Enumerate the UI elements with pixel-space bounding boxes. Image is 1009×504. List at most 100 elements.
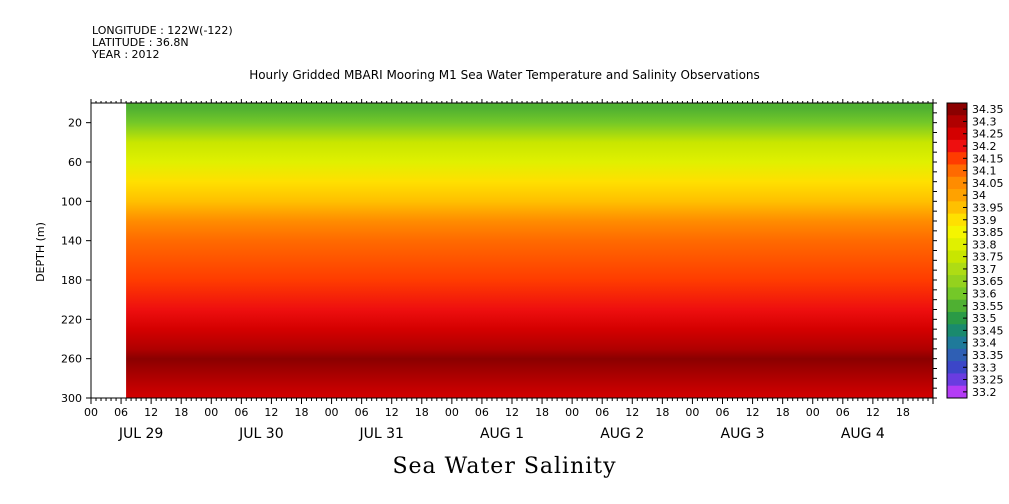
x-tick-label: 12 — [505, 406, 519, 419]
colorbar-swatch — [947, 275, 967, 288]
colorbar-swatch — [947, 201, 967, 215]
colorbar-swatch — [947, 213, 967, 227]
x-tick-label: 12 — [385, 406, 399, 419]
colorbar-swatch — [947, 361, 967, 374]
x-tick-label: 06 — [234, 406, 248, 419]
y-tick-label: 260 — [61, 353, 82, 366]
colorbar-label: 33.6 — [972, 288, 997, 301]
colorbar-swatch — [947, 336, 967, 350]
colorbar-label: 33.75 — [972, 251, 1004, 264]
x-tick-label: 18 — [295, 406, 309, 419]
colorbar-swatch — [947, 176, 967, 190]
colorbar-swatch — [947, 311, 967, 325]
x-tick-label: 18 — [174, 406, 188, 419]
x-day-label: AUG 2 — [600, 426, 644, 442]
x-tick-label: 00 — [806, 406, 820, 419]
x-tick-label: 06 — [716, 406, 730, 419]
x-tick-label: 18 — [776, 406, 790, 419]
colorbar-label: 33.4 — [972, 337, 997, 350]
x-day-label: JUL 31 — [358, 426, 403, 442]
x-tick-label: 06 — [475, 406, 489, 419]
x-tick-label: 12 — [866, 406, 880, 419]
x-tick-label: 00 — [565, 406, 579, 419]
colorbar-label: 33.65 — [972, 275, 1004, 288]
colorbar-swatch — [947, 299, 967, 313]
colorbar-label: 34.35 — [972, 103, 1004, 116]
colorbar-swatch — [947, 250, 967, 264]
colorbar-swatch — [947, 262, 967, 276]
x-tick-label: 00 — [325, 406, 339, 419]
colorbar-label: 33.9 — [972, 214, 997, 227]
colorbar-swatch — [947, 287, 967, 301]
y-axis-label: DEPTH (m) — [34, 222, 47, 282]
colorbar-swatch — [947, 127, 967, 141]
colorbar-label: 33.2 — [972, 386, 997, 399]
colorbar-label: 33.3 — [972, 361, 997, 374]
colorbar-label: 33.85 — [972, 226, 1004, 239]
colorbar-swatch — [947, 348, 967, 362]
x-tick-label: 12 — [746, 406, 760, 419]
colorbar-label: 34.15 — [972, 152, 1004, 165]
colorbar-label: 34.3 — [972, 115, 997, 128]
colorbar-swatch — [947, 164, 967, 178]
x-day-label: JUL 30 — [238, 426, 283, 442]
x-tick-label: 12 — [144, 406, 158, 419]
colorbar-label: 33.8 — [972, 238, 997, 251]
colorbar-label: 33.35 — [972, 349, 1004, 362]
variable-caption: Sea Water Salinity — [392, 454, 617, 479]
colorbar-label: 34.25 — [972, 128, 1004, 141]
y-tick-label: 300 — [61, 392, 82, 405]
x-tick-label: 06 — [114, 406, 128, 419]
salinity-field — [126, 103, 933, 398]
x-tick-label: 18 — [896, 406, 910, 419]
colorbar-swatch — [947, 115, 967, 129]
colorbar-swatch — [947, 152, 967, 165]
x-day-label: AUG 4 — [841, 426, 885, 442]
x-tick-label: 00 — [445, 406, 459, 419]
x-tick-label: 06 — [355, 406, 369, 419]
colorbar-swatch — [947, 103, 967, 116]
x-day-label: AUG 1 — [480, 426, 524, 442]
colorbar-swatch — [947, 238, 967, 251]
x-tick-label: 18 — [415, 406, 429, 419]
x-tick-label: 00 — [685, 406, 699, 419]
latitude-label: LATITUDE : 36.8N — [92, 36, 189, 49]
year-label: YEAR : 2012 — [92, 48, 160, 61]
colorbar-swatch — [947, 189, 967, 202]
colorbar-swatch — [947, 139, 967, 153]
x-tick-label: 12 — [625, 406, 639, 419]
x-tick-label: 12 — [264, 406, 278, 419]
colorbar: 34.3534.334.2534.234.1534.134.053433.953… — [946, 102, 1004, 399]
x-tick-label: 18 — [655, 406, 669, 419]
y-tick-label: 20 — [68, 117, 82, 130]
colorbar-label: 33.7 — [972, 263, 997, 276]
colorbar-label: 33.5 — [972, 312, 997, 325]
colorbar-label: 34 — [972, 189, 986, 202]
y-tick-label: 100 — [61, 195, 82, 208]
chart-title: Hourly Gridded MBARI Mooring M1 Sea Wate… — [249, 68, 760, 82]
plot-area — [126, 103, 933, 398]
x-day-label: AUG 3 — [721, 426, 765, 442]
x-tick-label: 00 — [204, 406, 218, 419]
colorbar-swatch — [947, 385, 967, 399]
colorbar-label: 34.2 — [972, 140, 997, 153]
colorbar-label: 33.25 — [972, 374, 1004, 387]
colorbar-label: 34.1 — [972, 165, 997, 178]
x-tick-label: 06 — [595, 406, 609, 419]
longitude-label: LONGITUDE : 122W(-122) — [92, 24, 233, 37]
colorbar-frame — [946, 102, 968, 399]
y-tick-label: 140 — [61, 235, 82, 248]
colorbar-label: 33.55 — [972, 300, 1004, 313]
colorbar-swatch — [947, 225, 967, 239]
colorbar-label: 33.45 — [972, 324, 1004, 337]
y-tick-label: 220 — [61, 313, 82, 326]
x-tick-label: 00 — [84, 406, 98, 419]
colorbar-swatch — [947, 324, 967, 338]
x-tick-label: 18 — [535, 406, 549, 419]
x-tick-label: 06 — [836, 406, 850, 419]
colorbar-label: 33.95 — [972, 201, 1004, 214]
colorbar-label: 34.05 — [972, 177, 1004, 190]
y-tick-label: 180 — [61, 274, 82, 287]
colorbar-swatch — [947, 373, 967, 387]
